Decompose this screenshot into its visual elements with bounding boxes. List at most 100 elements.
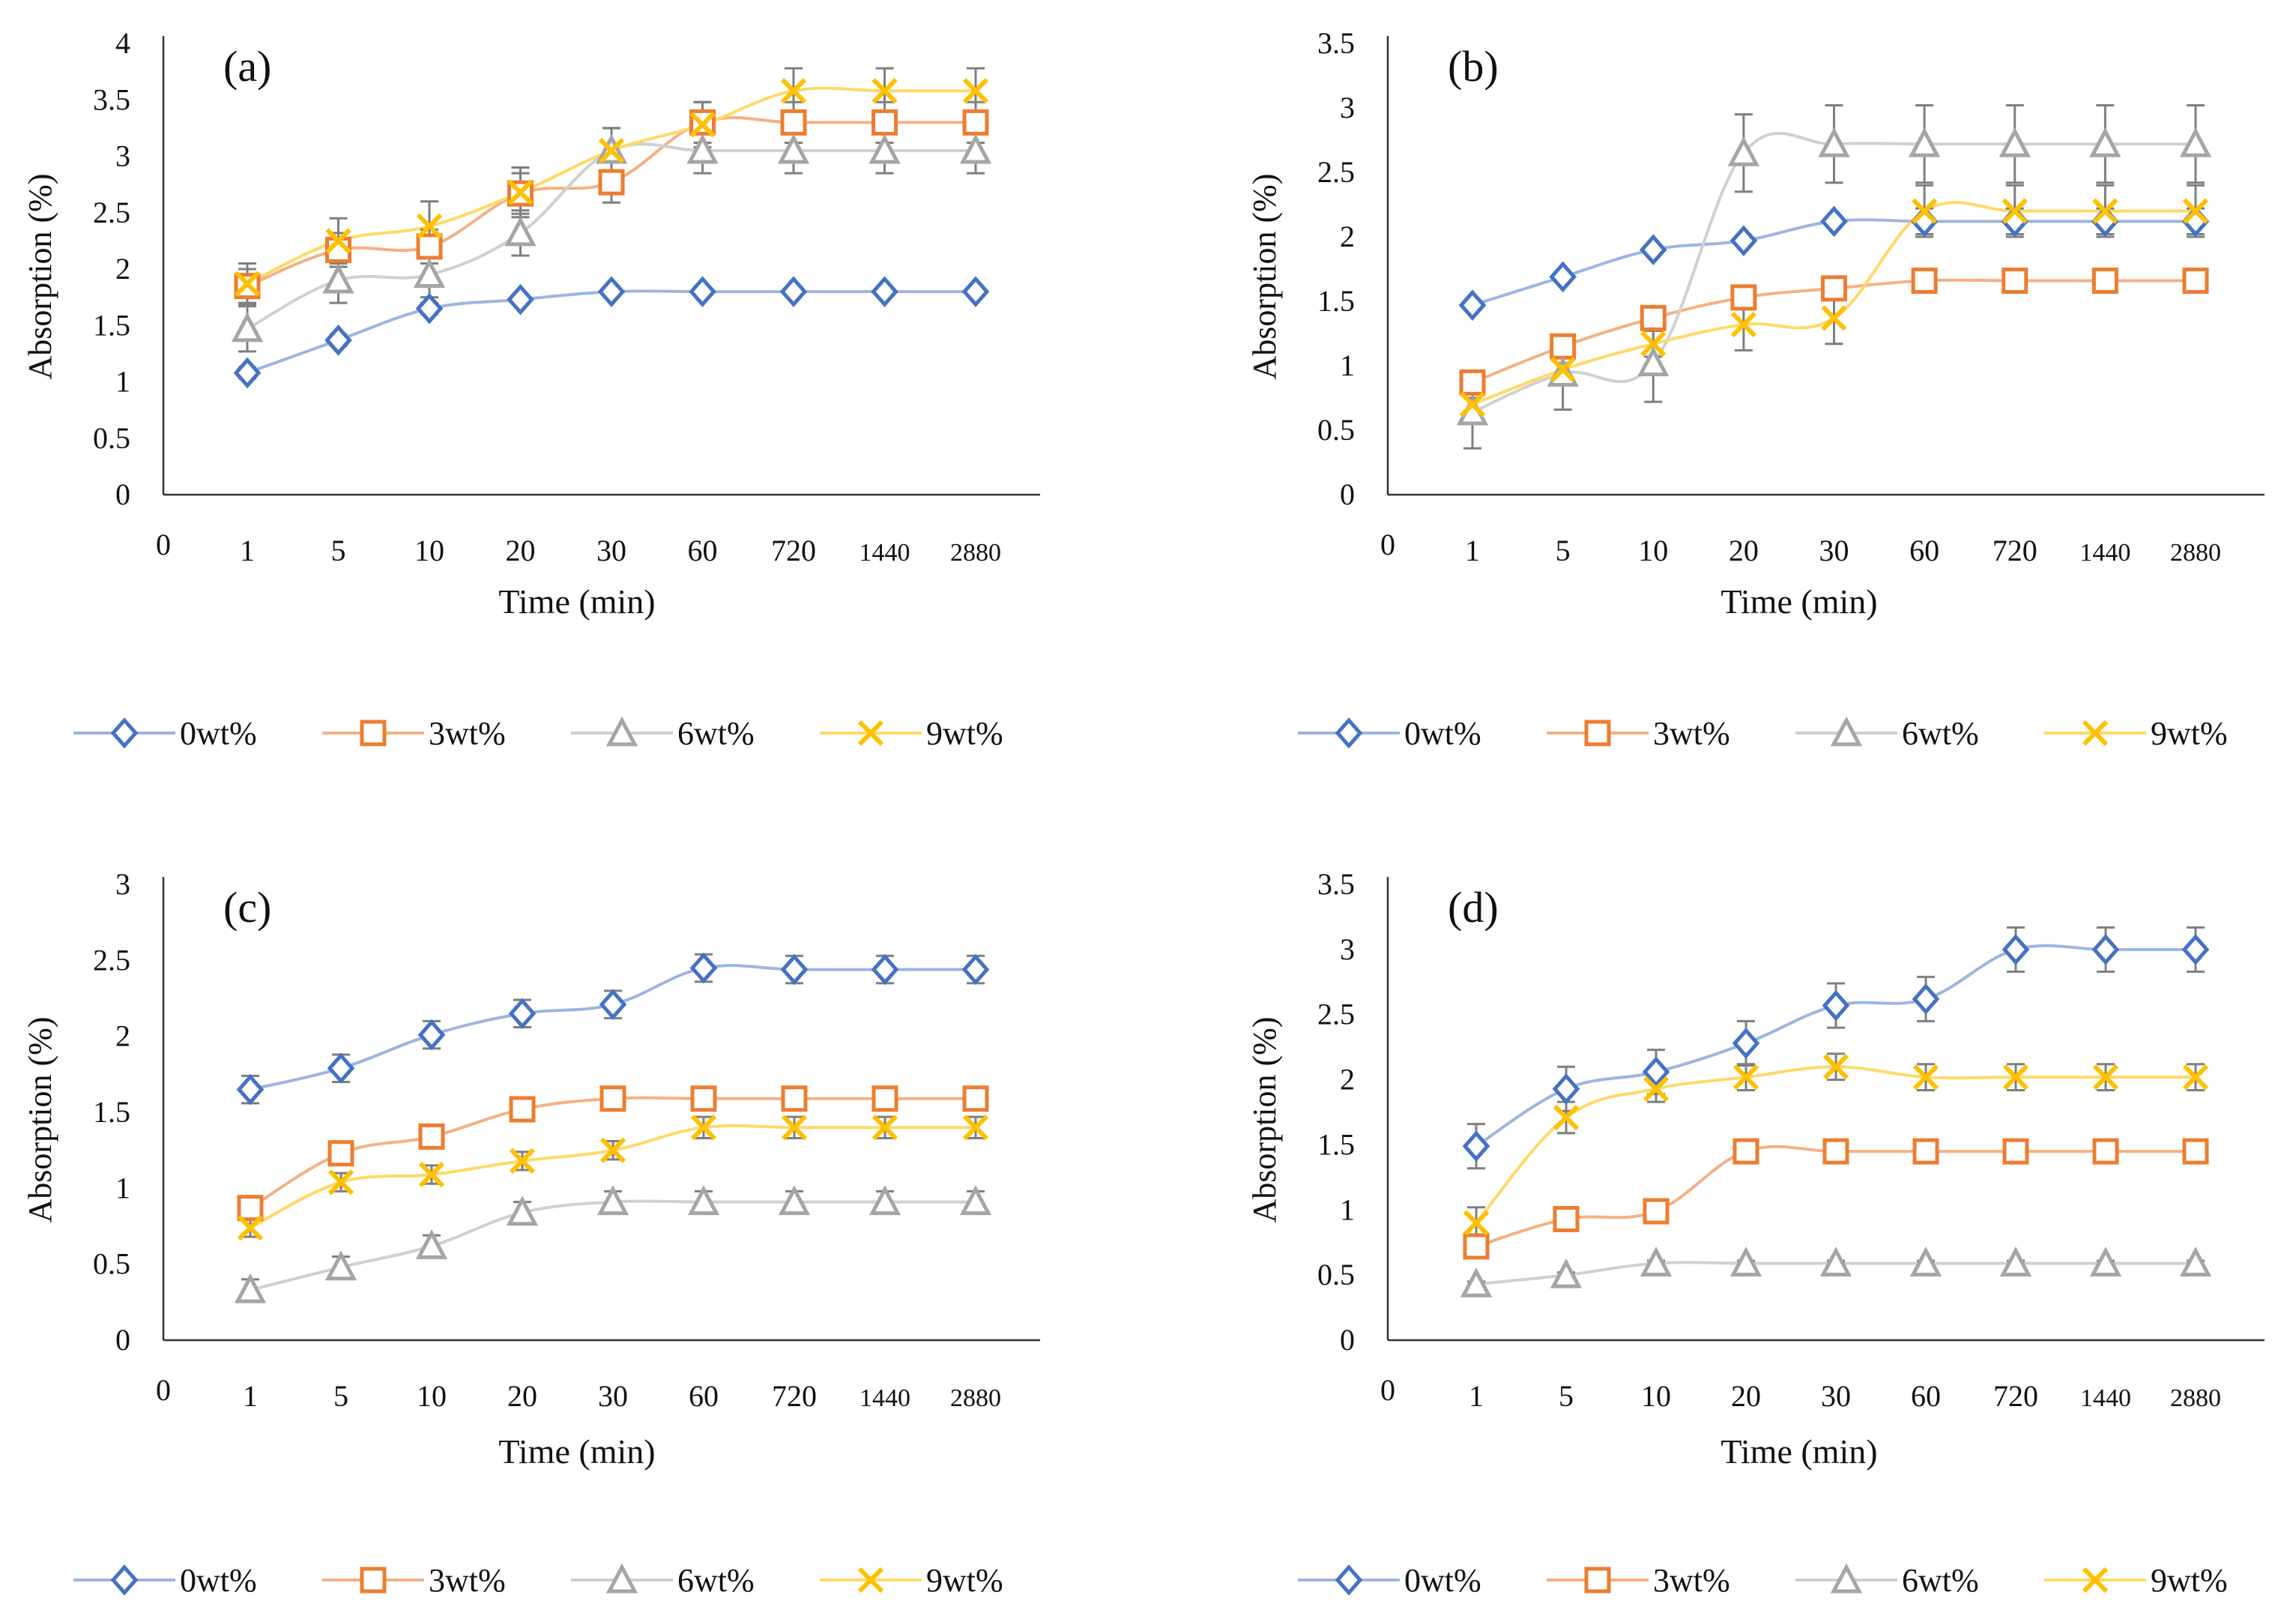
data-point-0wt% bbox=[508, 998, 537, 1030]
x-tick-label: 720 bbox=[1993, 1379, 2038, 1413]
data-point-3wt% bbox=[781, 1085, 808, 1112]
x-tick-label: 30 bbox=[598, 1379, 628, 1413]
data-point-0wt% bbox=[2002, 934, 2030, 965]
legend-item-0wt%: 0wt% bbox=[73, 1562, 257, 1599]
legend-item-0wt%: 0wt% bbox=[1298, 1562, 1481, 1599]
legend-label: 6wt% bbox=[1902, 715, 1979, 752]
x-tick-label: 1 bbox=[1469, 1379, 1484, 1413]
legend-marker-triangle bbox=[605, 1563, 638, 1594]
legend-marker-diamond bbox=[110, 717, 139, 749]
data-point-9wt% bbox=[507, 179, 534, 205]
data-point-6wt% bbox=[2179, 127, 2212, 157]
y-tick-label: 1.5 bbox=[1317, 1127, 1355, 1161]
legend: 0wt% 3wt% 6wt% 9wt% bbox=[73, 1562, 1003, 1599]
legend-label: 9wt% bbox=[2151, 715, 2228, 752]
data-point-3wt% bbox=[780, 109, 807, 136]
x-origin-label: 0 bbox=[156, 528, 171, 561]
data-point-6wt% bbox=[1729, 1246, 1762, 1277]
legend-item-9wt%: 9wt% bbox=[2044, 715, 2228, 752]
data-point-3wt% bbox=[327, 1140, 354, 1167]
data-point-0wt% bbox=[417, 1019, 446, 1051]
y-tick-label: 0 bbox=[115, 477, 130, 511]
data-point-6wt% bbox=[868, 133, 901, 164]
panel-label: (d) bbox=[1448, 883, 1499, 932]
data-point-9wt% bbox=[1553, 1104, 1580, 1131]
data-point-6wt% bbox=[778, 1185, 811, 1216]
legend-item-9wt%: 9wt% bbox=[820, 1562, 1003, 1599]
data-point-3wt% bbox=[2091, 267, 2118, 294]
y-tick-label: 3 bbox=[115, 139, 130, 173]
data-point-3wt% bbox=[2182, 1138, 2209, 1165]
legend-label: 9wt% bbox=[926, 715, 1003, 752]
y-tick-label: 1 bbox=[1340, 349, 1355, 382]
data-point-3wt% bbox=[690, 1085, 717, 1112]
data-point-6wt% bbox=[687, 1185, 720, 1216]
y-tick-label: 1 bbox=[115, 1171, 130, 1205]
x-tick-label: 60 bbox=[1911, 1379, 1941, 1413]
data-point-9wt% bbox=[1912, 1064, 1939, 1091]
y-tick-label: 2 bbox=[115, 1019, 130, 1053]
legend-label: 9wt% bbox=[926, 1562, 1003, 1599]
data-point-9wt% bbox=[418, 1161, 445, 1188]
data-point-9wt% bbox=[325, 228, 351, 254]
data-point-6wt% bbox=[1460, 1267, 1493, 1297]
x-tick-label: 10 bbox=[1638, 534, 1668, 567]
data-point-9wt% bbox=[1640, 331, 1667, 357]
x-tick-label: 30 bbox=[1821, 1379, 1851, 1413]
data-point-6wt% bbox=[959, 133, 992, 164]
y-tick-label: 0.5 bbox=[93, 1247, 130, 1281]
data-point-9wt% bbox=[1912, 198, 1938, 224]
data-point-6wt% bbox=[1818, 127, 1850, 157]
legend-label: 6wt% bbox=[1902, 1562, 1979, 1599]
data-point-0wt% bbox=[1462, 1130, 1490, 1162]
x-tick-label: 1440 bbox=[860, 1384, 910, 1412]
panel-label: (c) bbox=[223, 883, 271, 932]
y-tick-label: 0.5 bbox=[1317, 413, 1355, 447]
data-point-3wt% bbox=[1550, 333, 1577, 360]
data-point-0wt% bbox=[1552, 1073, 1580, 1105]
x-tick-label: 2880 bbox=[2170, 539, 2221, 567]
data-point-6wt% bbox=[413, 258, 446, 289]
data-point-3wt% bbox=[237, 1195, 264, 1222]
x-tick-label: 1 bbox=[1465, 534, 1480, 567]
legend-item-9wt%: 9wt% bbox=[2044, 1562, 2228, 1599]
x-tick-label: 720 bbox=[771, 534, 816, 567]
data-point-3wt% bbox=[962, 1085, 989, 1112]
data-point-9wt% bbox=[2002, 198, 2028, 224]
x-tick-label: 60 bbox=[1909, 534, 1939, 567]
data-point-9wt% bbox=[237, 1214, 264, 1241]
data-point-9wt% bbox=[1822, 1054, 1849, 1080]
data-point-3wt% bbox=[509, 1096, 536, 1123]
chart-panel-1: 0 0.5 1 1.5 2 2.5 3 3.5 4 0 1 5 10 20 30 60 720 1440 2880 T… bbox=[22, 26, 1040, 752]
y-tick-label: 0.5 bbox=[1317, 1258, 1355, 1291]
series-line-9wt% bbox=[1475, 1065, 2196, 1224]
legend: 0wt% 3wt% 6wt% 9wt% bbox=[1298, 715, 2228, 752]
x-origin-label: 0 bbox=[1380, 528, 1395, 561]
legend-marker-triangle bbox=[1830, 716, 1863, 747]
chart-panel-2: 0 0.5 1 1.5 2 2.5 3 3.5 0 1 5 10 20 30 60 720 1440 2880 Ti… bbox=[1246, 26, 2265, 752]
data-point-9wt% bbox=[509, 1148, 536, 1174]
data-point-9wt% bbox=[2182, 1064, 2209, 1091]
legend-item-6wt%: 6wt% bbox=[1795, 715, 1979, 752]
data-point-6wt% bbox=[596, 1185, 629, 1216]
data-point-9wt% bbox=[1459, 391, 1486, 417]
y-tick-label: 2 bbox=[1340, 1063, 1355, 1097]
data-point-9wt% bbox=[690, 1115, 717, 1141]
series-line-6wt% bbox=[1472, 131, 2196, 414]
data-point-0wt% bbox=[1822, 989, 1850, 1022]
data-point-3wt% bbox=[1643, 1198, 1670, 1225]
data-point-6wt% bbox=[1819, 1246, 1852, 1277]
legend-item-3wt%: 3wt% bbox=[322, 1562, 506, 1599]
x-tick-label: 5 bbox=[1556, 534, 1571, 567]
legend: 0wt% 3wt% 6wt% 9wt% bbox=[73, 715, 1003, 752]
data-point-9wt% bbox=[780, 78, 807, 104]
y-tick-label: 3 bbox=[1340, 91, 1355, 124]
y-tick-label: 1.5 bbox=[1317, 284, 1355, 318]
x-tick-label: 30 bbox=[1819, 534, 1849, 567]
data-point-0wt% bbox=[1642, 1056, 1670, 1088]
y-tick-label: 2 bbox=[115, 252, 130, 286]
legend-marker-x bbox=[857, 1567, 884, 1594]
y-tick-label: 3 bbox=[115, 867, 130, 901]
legend-marker-diamond bbox=[1335, 1564, 1363, 1596]
